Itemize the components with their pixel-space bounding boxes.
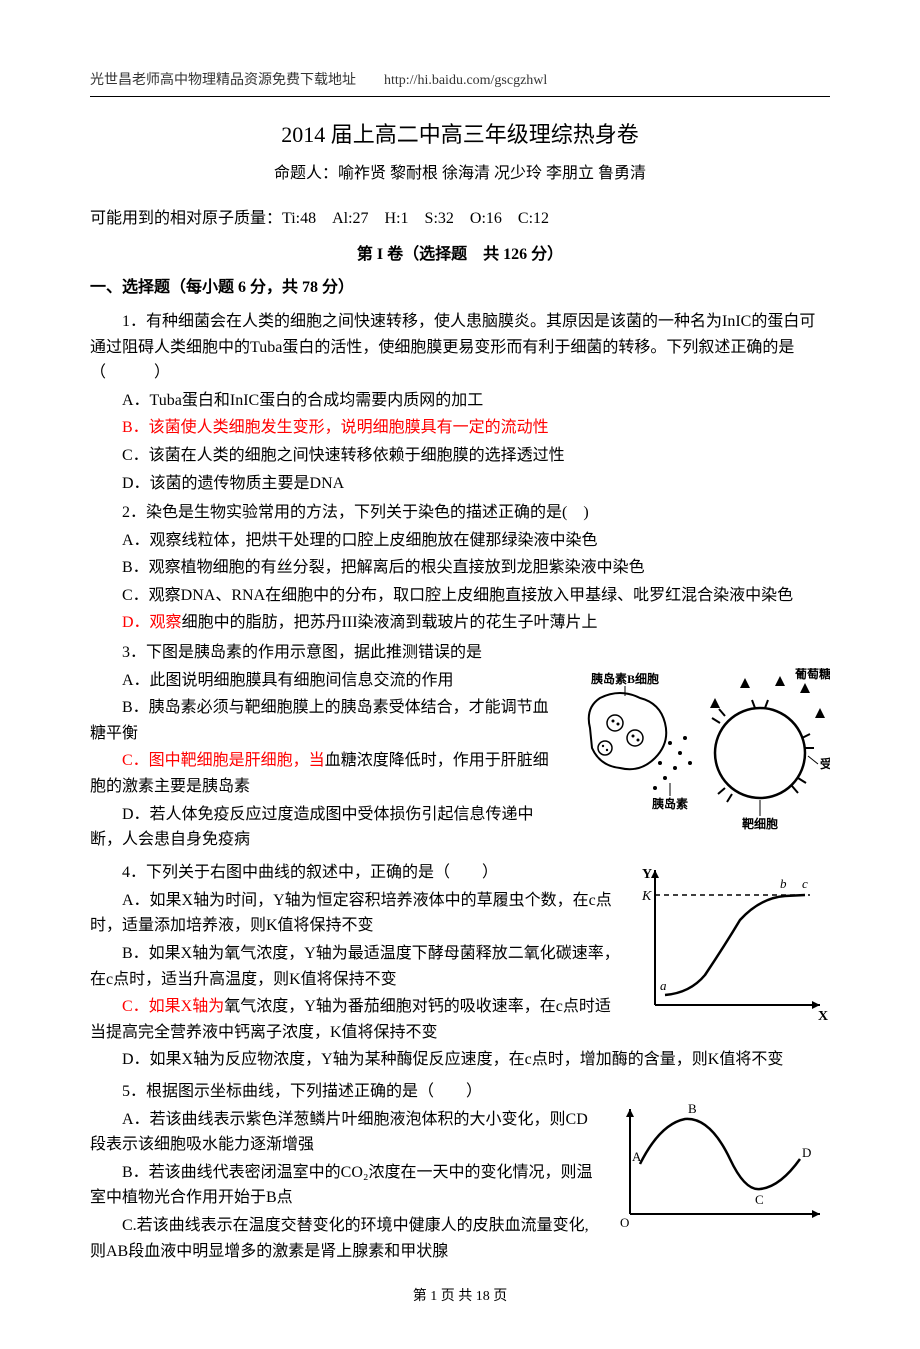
ylabel: Y <box>642 867 652 882</box>
question-4: Y X K a b c 4．下列关于右图中曲线的叙述中，正确的是（ ） A．如果… <box>90 860 830 1075</box>
klabel: K <box>641 889 652 904</box>
page-title: 2014 届上高二中高三年级理综热身卷 <box>90 117 830 152</box>
q1-text: 1．有种细菌会在人类的细胞之间快速转移，使人患脑膜炎。其原因是该菌的一种名为In… <box>90 309 830 386</box>
q3-text: 3．下图是胰岛素的作用示意图，据此推测错误的是 <box>90 640 830 666</box>
page-footer: 第 1 页 共 18 页 <box>90 1286 830 1308</box>
insulin-label: 胰岛素 <box>652 796 688 811</box>
q4-optC-red: C．如果X轴为 <box>122 998 224 1015</box>
q1-optC: C．该菌在人类的细胞之间快速转移依赖于细胞膜的选择透过性 <box>90 443 830 469</box>
q3-optC-red: C．图中靶细胞是肝细胞，当 <box>122 752 325 769</box>
q4-optD: D．如果X轴为反应物浓度，Y轴为某种酶促反应速度，在c点时，增加酶的含量，则K值… <box>90 1047 830 1073</box>
section-header: 第 I 卷（选择题 共 126 分） <box>90 242 830 268</box>
sub-header: 一、选择题（每小题 6 分，共 78 分） <box>90 275 830 301</box>
q1-optB: B．该菌使人类细胞发生变形，说明细胞膜具有一定的流动性 <box>90 415 830 441</box>
q2-optD-black: 细胞中的脂肪，把苏丹III染液滴到载玻片的花生子叶薄片上 <box>182 614 598 631</box>
dlabel5: D <box>802 1145 811 1160</box>
insulin-diagram: 胰岛素B细胞 胰岛素 <box>570 668 830 857</box>
xlabel: X <box>818 1009 828 1024</box>
authors-line: 命题人：喻祚贤 黎耐根 徐海清 况少玲 李朋立 鲁勇清 <box>90 161 830 187</box>
q2-optA: A．观察线粒体，把烘干处理的口腔上皮细胞放在健那绿染液中染色 <box>90 528 830 554</box>
q2-optB: B．观察植物细胞的有丝分裂，把解离后的根尖直接放到龙胆紫染液中染色 <box>90 555 830 581</box>
q2-optD-red: D．观察 <box>122 614 182 631</box>
s-curve-diagram: Y X K a b c <box>630 860 830 1039</box>
q1-optA: A．Tuba蛋白和InIC蛋白的合成均需要内质网的加工 <box>90 388 830 414</box>
wave-diagram: O A B C D <box>610 1099 830 1238</box>
alabel5: A <box>632 1149 642 1164</box>
question-5: O A B C D 5．根据图示坐标曲线，下列描述正确的是（ ） A．若该曲线表… <box>90 1079 830 1266</box>
q2-optD: D．观察细胞中的脂肪，把苏丹III染液滴到载玻片的花生子叶薄片上 <box>90 610 830 636</box>
question-2: 2．染色是生物实验常用的方法，下列关于染色的描述正确的是( ) A．观察线粒体，… <box>90 500 830 636</box>
wave-svg: O A B C D <box>610 1099 830 1229</box>
s-curve-svg: Y X K a b c <box>630 860 830 1030</box>
target-label: 靶细胞 <box>742 816 778 831</box>
clabel: c <box>802 876 808 891</box>
alabel: a <box>660 978 667 993</box>
blabel5: B <box>688 1101 697 1116</box>
clabel5: C <box>755 1192 764 1207</box>
receptor-label: 受体 <box>820 756 830 771</box>
glucose-label: 葡萄糖 <box>794 668 830 681</box>
olabel: O <box>620 1215 629 1229</box>
q1-optD: D．该菌的遗传物质主要是DNA <box>90 471 830 497</box>
question-1: 1．有种细菌会在人类的细胞之间快速转移，使人患脑膜炎。其原因是该菌的一种名为In… <box>90 309 830 496</box>
atomic-mass-line: 可能用到的相对原子质量：Ti:48 Al:27 H:1 S:32 O:16 C:… <box>90 206 830 232</box>
header-text: 光世昌老师高中物理精品资源免费下载地址 http://hi.baidu.com/… <box>90 70 830 92</box>
blabel: b <box>780 876 787 891</box>
bcell-label: 胰岛素B细胞 <box>591 671 659 686</box>
insulin-svg: 胰岛素B细胞 胰岛素 <box>570 668 830 848</box>
question-3: 3．下图是胰岛素的作用示意图，据此推测错误的是 胰岛素B细胞 胰岛素 <box>90 640 830 856</box>
q2-optC: C．观察DNA、RNA在细胞中的分布，取口腔上皮细胞直接放入甲基绿、吡罗红混合染… <box>90 583 830 609</box>
q2-text: 2．染色是生物实验常用的方法，下列关于染色的描述正确的是( ) <box>90 500 830 526</box>
header-divider <box>90 96 830 97</box>
